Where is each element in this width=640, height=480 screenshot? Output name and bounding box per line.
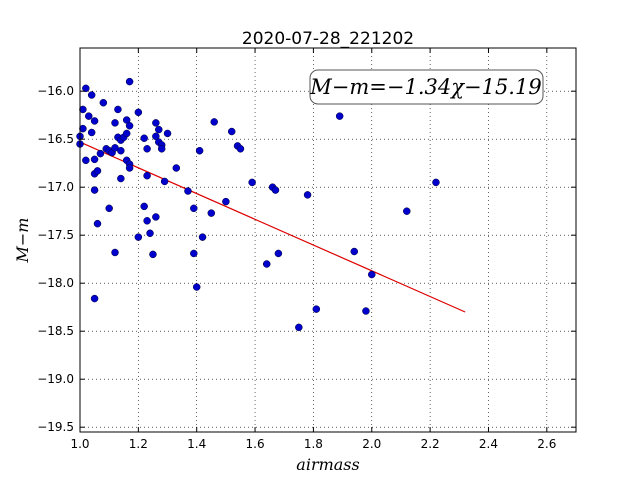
data-point bbox=[117, 174, 125, 183]
data-point bbox=[79, 105, 87, 114]
data-point bbox=[227, 127, 236, 136]
data-point bbox=[155, 125, 163, 134]
data-point bbox=[163, 129, 172, 138]
y-tick-label: −18.5 bbox=[37, 324, 74, 338]
data-point bbox=[96, 149, 105, 158]
data-point bbox=[105, 204, 113, 213]
data-point bbox=[111, 119, 119, 127]
data-point bbox=[192, 283, 201, 291]
data-point bbox=[195, 146, 204, 155]
data-point bbox=[368, 270, 376, 279]
data-point bbox=[190, 204, 198, 213]
data-point bbox=[122, 129, 131, 138]
data-point bbox=[90, 186, 99, 194]
data-point bbox=[146, 229, 154, 238]
data-point bbox=[125, 164, 134, 172]
data-point bbox=[312, 305, 321, 313]
data-point bbox=[271, 186, 280, 194]
x-tick-label: 1.4 bbox=[187, 437, 206, 451]
data-point bbox=[125, 77, 134, 86]
data-point bbox=[99, 98, 108, 107]
data-point bbox=[117, 146, 125, 155]
fit-equation-box: M−m=−1.34χ−15.19 bbox=[309, 69, 544, 105]
plot-frame bbox=[79, 47, 577, 433]
data-point bbox=[152, 119, 160, 127]
data-point bbox=[134, 233, 143, 241]
data-point bbox=[90, 117, 99, 125]
x-tick-label: 1.6 bbox=[246, 437, 265, 451]
data-point bbox=[248, 178, 256, 187]
data-point bbox=[143, 171, 151, 180]
y-tick-label: −19.0 bbox=[37, 372, 74, 386]
x-tick-label: 2.4 bbox=[479, 437, 498, 451]
data-point bbox=[140, 134, 148, 142]
data-point bbox=[236, 145, 245, 153]
data-point bbox=[350, 247, 359, 256]
data-point bbox=[362, 307, 370, 315]
data-point bbox=[82, 84, 90, 93]
data-point bbox=[93, 219, 102, 228]
data-point bbox=[114, 105, 122, 114]
data-point bbox=[143, 217, 151, 225]
data-point bbox=[149, 250, 157, 259]
data-point bbox=[335, 112, 344, 120]
data-point bbox=[143, 145, 151, 153]
x-tick-label: 2.2 bbox=[421, 437, 440, 451]
y-tick-label: −19.5 bbox=[37, 420, 74, 434]
y-tick-label: −17.0 bbox=[37, 180, 74, 194]
data-point bbox=[210, 118, 218, 126]
y-tick-label: −17.5 bbox=[37, 228, 74, 242]
data-point bbox=[172, 164, 181, 172]
data-point bbox=[82, 156, 90, 165]
data-point bbox=[198, 233, 207, 241]
data-point bbox=[222, 197, 230, 206]
data-point bbox=[134, 108, 143, 117]
data-point bbox=[262, 260, 271, 268]
y-tick-label: −16.0 bbox=[37, 84, 74, 98]
data-point bbox=[303, 191, 312, 199]
data-point bbox=[93, 167, 102, 175]
chart-title: 2020-07-28_221202 bbox=[242, 29, 414, 49]
data-point bbox=[295, 323, 303, 332]
data-point bbox=[432, 178, 440, 187]
x-tick-label: 1.2 bbox=[129, 437, 148, 451]
data-point bbox=[87, 128, 96, 137]
fit-equation-text: M−m=−1.34χ−15.19 bbox=[309, 75, 541, 99]
data-point bbox=[207, 209, 216, 217]
data-point bbox=[157, 145, 166, 153]
data-point bbox=[79, 124, 87, 133]
x-tick-label: 2.0 bbox=[362, 437, 381, 451]
fit-line bbox=[79, 141, 466, 313]
fit-equation-frame bbox=[309, 69, 544, 105]
data-point bbox=[160, 177, 169, 186]
x-tick-label: 1.0 bbox=[70, 437, 89, 451]
y-tick-label: −18.0 bbox=[37, 276, 74, 290]
data-point bbox=[140, 202, 148, 211]
data-point bbox=[125, 122, 134, 130]
data-point bbox=[403, 207, 411, 215]
data-point bbox=[152, 213, 160, 221]
x-axis-label: airmass bbox=[296, 455, 359, 474]
data-point bbox=[184, 187, 192, 195]
y-axis-label: M−m bbox=[13, 218, 32, 264]
y-tick-label: −16.5 bbox=[37, 132, 74, 146]
data-point bbox=[190, 249, 198, 258]
x-tick-label: 1.8 bbox=[304, 437, 323, 451]
x-tick-label: 2.6 bbox=[537, 437, 556, 451]
data-point bbox=[90, 294, 99, 303]
data-point bbox=[274, 249, 283, 258]
data-point bbox=[85, 112, 93, 120]
data-point bbox=[111, 248, 119, 257]
data-point bbox=[87, 91, 96, 99]
data-point bbox=[90, 155, 99, 164]
